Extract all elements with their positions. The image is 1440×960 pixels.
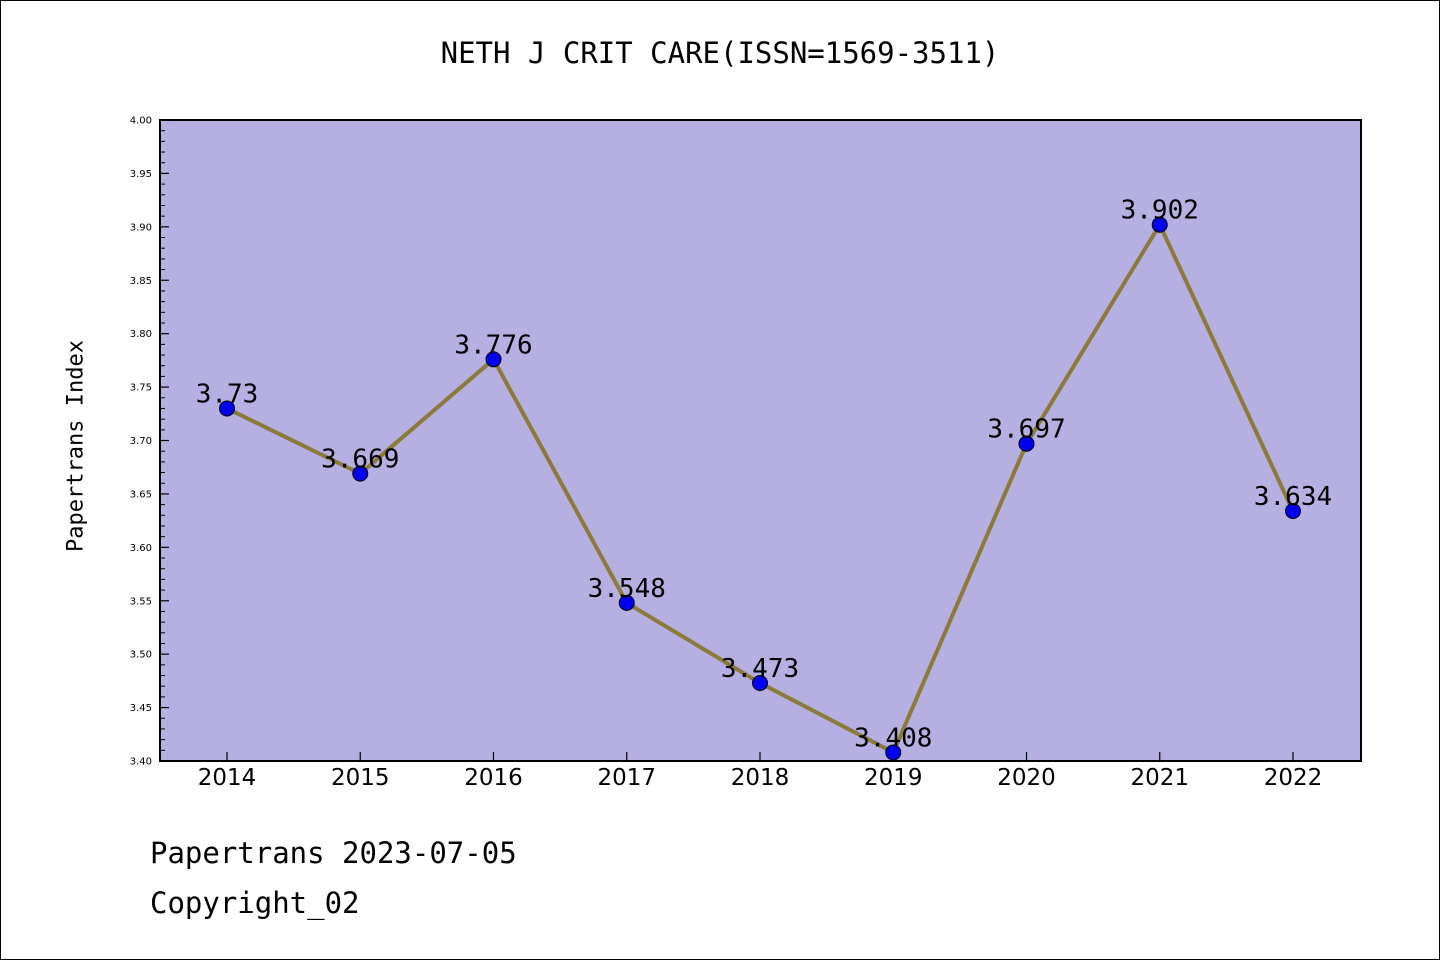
data-labels: 3.73 3.669 3.776 3.548 3.473 3.408 3.697 3.902 3… xyxy=(196,196,1332,754)
x-tick-label: 2014 xyxy=(198,765,257,791)
footer-copyright: Copyright_02 xyxy=(150,886,360,920)
data-label: 3.408 xyxy=(854,723,932,753)
footer-date: Papertrans 2023-07-05 xyxy=(150,836,517,870)
x-tick-label: 2015 xyxy=(331,765,390,791)
data-point xyxy=(219,400,235,417)
x-tick-label: 2022 xyxy=(1264,765,1323,791)
data-point xyxy=(1151,216,1168,233)
data-point xyxy=(485,351,502,368)
y-tick-label: 3.65 xyxy=(130,489,152,500)
data-label: 3.697 xyxy=(987,415,1065,445)
y-tick-label: 3.85 xyxy=(130,276,152,287)
data-label: 3.548 xyxy=(588,574,666,604)
y-tick-label: 3.60 xyxy=(130,543,152,554)
data-point xyxy=(885,744,902,761)
y-tick-label: 3.95 xyxy=(130,169,152,180)
y-tick-label: 3.70 xyxy=(130,436,152,447)
data-point xyxy=(352,465,369,482)
data-label: 3.902 xyxy=(1121,196,1199,226)
x-tick-label: 2018 xyxy=(731,765,790,791)
x-tick-label: 2016 xyxy=(464,765,523,791)
series-markers xyxy=(219,216,1301,761)
x-tick-label: 2019 xyxy=(864,765,923,791)
y-tick-label: 4.00 xyxy=(130,116,152,127)
data-point xyxy=(1285,503,1301,520)
data-point xyxy=(752,675,768,692)
y-tick-label: 3.50 xyxy=(130,650,152,661)
data-point xyxy=(618,594,635,611)
chart-title: NETH J CRIT CARE(ISSN=1569-3511) xyxy=(440,36,1000,70)
data-label: 3.776 xyxy=(454,330,532,360)
x-axis: 2014 2015 2016 2017 2018 2019 2020 2021 2022 xyxy=(198,752,1323,791)
data-label: 3.73 xyxy=(196,379,259,409)
y-tick-label: 3.40 xyxy=(130,757,152,768)
y-tick-label: 3.90 xyxy=(130,222,152,233)
y-tick-label: 3.45 xyxy=(130,703,152,714)
data-label: 3.473 xyxy=(721,654,799,684)
x-tick-label: 2021 xyxy=(1130,765,1189,791)
y-tick-label: 3.80 xyxy=(130,329,152,340)
data-label: 3.634 xyxy=(1254,482,1332,512)
x-tick-label: 2020 xyxy=(997,765,1056,791)
data-label: 3.669 xyxy=(321,445,399,475)
y-tick-label: 3.75 xyxy=(130,383,152,394)
data-point xyxy=(1018,435,1035,452)
plot-border xyxy=(159,119,1362,762)
x-tick-label: 2017 xyxy=(597,765,656,791)
y-tick-label: 3.55 xyxy=(130,596,152,607)
